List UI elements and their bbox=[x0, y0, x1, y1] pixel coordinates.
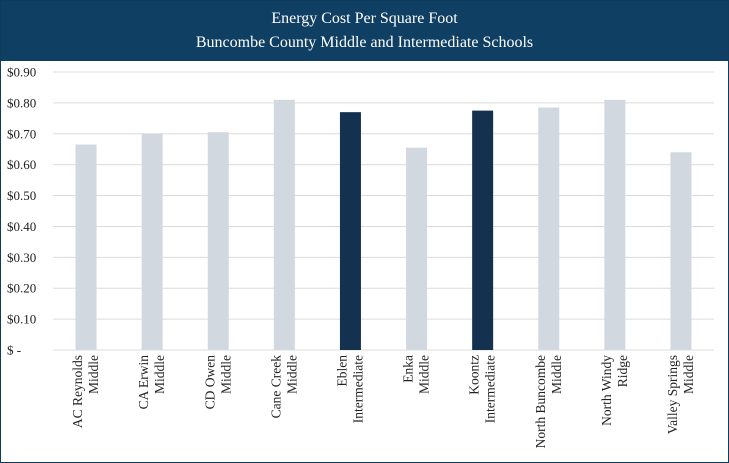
x-tick-label: Middle bbox=[86, 355, 101, 394]
x-tick-label: Middle bbox=[218, 355, 233, 394]
y-tick-label: $0.10 bbox=[7, 312, 36, 327]
y-tick-label: $0.20 bbox=[7, 281, 36, 296]
chart-header: Energy Cost Per Square Foot Buncombe Cou… bbox=[1, 1, 728, 61]
x-tick-label: Intermediate bbox=[483, 355, 498, 423]
bar bbox=[670, 152, 692, 350]
bar bbox=[273, 99, 295, 350]
y-tick-label: $0.80 bbox=[7, 95, 36, 110]
x-tick-label: CA Erwin bbox=[136, 355, 151, 410]
x-tick-label: AC Reynolds bbox=[70, 355, 85, 428]
x-tick-label: Eblen bbox=[334, 355, 349, 387]
x-tick-label: Enka bbox=[401, 355, 416, 383]
bar bbox=[75, 144, 97, 350]
x-tick-label: CD Owen bbox=[202, 355, 217, 410]
chart-subtitle: Buncombe County Middle and Intermediate … bbox=[195, 34, 534, 51]
y-tick-label: $0.30 bbox=[7, 250, 36, 265]
bar bbox=[141, 133, 163, 350]
bar bbox=[406, 147, 428, 350]
x-tick-label: Middle bbox=[417, 355, 432, 394]
y-tick-label: $0.40 bbox=[7, 219, 36, 234]
bar bbox=[339, 112, 361, 351]
x-tick-label: Koontz bbox=[467, 355, 482, 395]
bar bbox=[604, 99, 626, 350]
x-tick-label: Cane Creek bbox=[268, 355, 283, 419]
y-tick-label: $0.90 bbox=[7, 65, 36, 80]
x-tick-label: Valley Springs bbox=[665, 355, 680, 434]
bar bbox=[207, 132, 229, 350]
y-tick-label: $ - bbox=[7, 343, 21, 358]
bar bbox=[472, 110, 494, 350]
x-tick-label: Ridge bbox=[615, 355, 630, 387]
x-tick-label: North Windy bbox=[599, 355, 614, 426]
bar bbox=[538, 107, 560, 351]
x-tick-label: Middle bbox=[681, 355, 696, 394]
x-tick-label: Intermediate bbox=[350, 355, 365, 423]
x-tick-label: Middle bbox=[284, 355, 299, 394]
x-tick-label: Middle bbox=[152, 355, 167, 394]
y-tick-label: $0.50 bbox=[7, 188, 36, 203]
y-tick-label: $0.60 bbox=[7, 157, 36, 172]
chart-title: Energy Cost Per Square Foot bbox=[271, 10, 458, 27]
x-tick-label: Middle bbox=[549, 355, 564, 394]
y-tick-label: $0.70 bbox=[7, 126, 36, 141]
x-tick-label: North Buncombe bbox=[533, 355, 548, 448]
